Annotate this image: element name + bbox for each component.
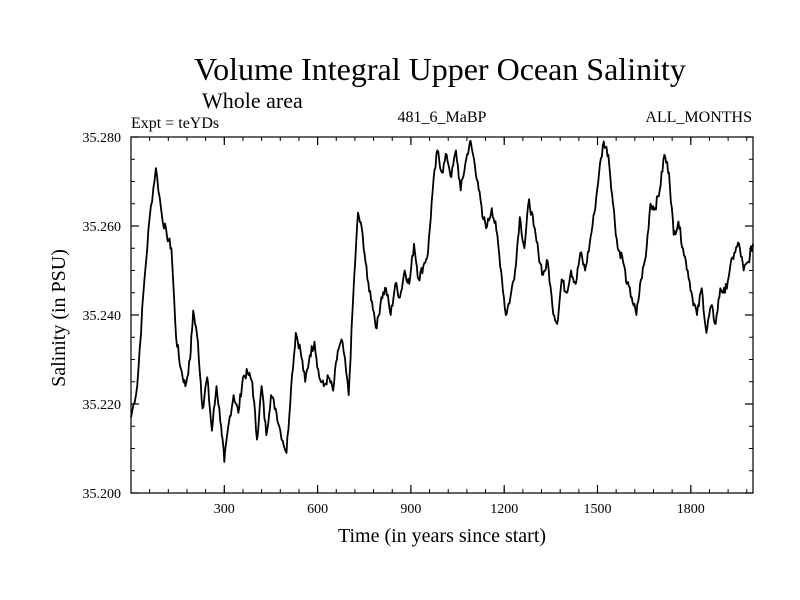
expt-label: Expt = teYDs [131, 115, 219, 132]
x-tick-label: 1200 [490, 502, 518, 517]
x-tick-label: 1500 [584, 502, 612, 517]
y-tick-label: 35.260 [83, 220, 122, 235]
y-tick-label: 35.200 [83, 487, 122, 502]
y-axis-label: Salinity (in PSU) [48, 249, 70, 387]
y-tick-label: 35.280 [83, 131, 122, 146]
x-tick-label: 900 [400, 502, 421, 517]
y-tick-label: 35.220 [83, 398, 122, 413]
y-axis: 35.200 35.220 35.240 35.260 35.280 [83, 131, 753, 502]
y-tick-label: 35.240 [83, 309, 122, 324]
plot-area: 300 600 900 1200 1500 1800 35.200 35.220 35.240… [83, 131, 754, 517]
salinity-series-line [130, 140, 754, 463]
chart-subtitle: Whole area [202, 88, 303, 113]
x-tick-label: 600 [307, 502, 328, 517]
x-tick-label: 1800 [677, 502, 705, 517]
center-label: 481_6_MaBP [398, 109, 487, 126]
x-axis-label: Time (in years since start) [338, 525, 546, 547]
x-axis: 300 600 900 1200 1500 1800 [214, 137, 705, 517]
chart-title: Volume Integral Upper Ocean Salinity [194, 51, 686, 87]
months-label: ALL_MONTHS [645, 109, 752, 126]
x-tick-label: 300 [214, 502, 235, 517]
